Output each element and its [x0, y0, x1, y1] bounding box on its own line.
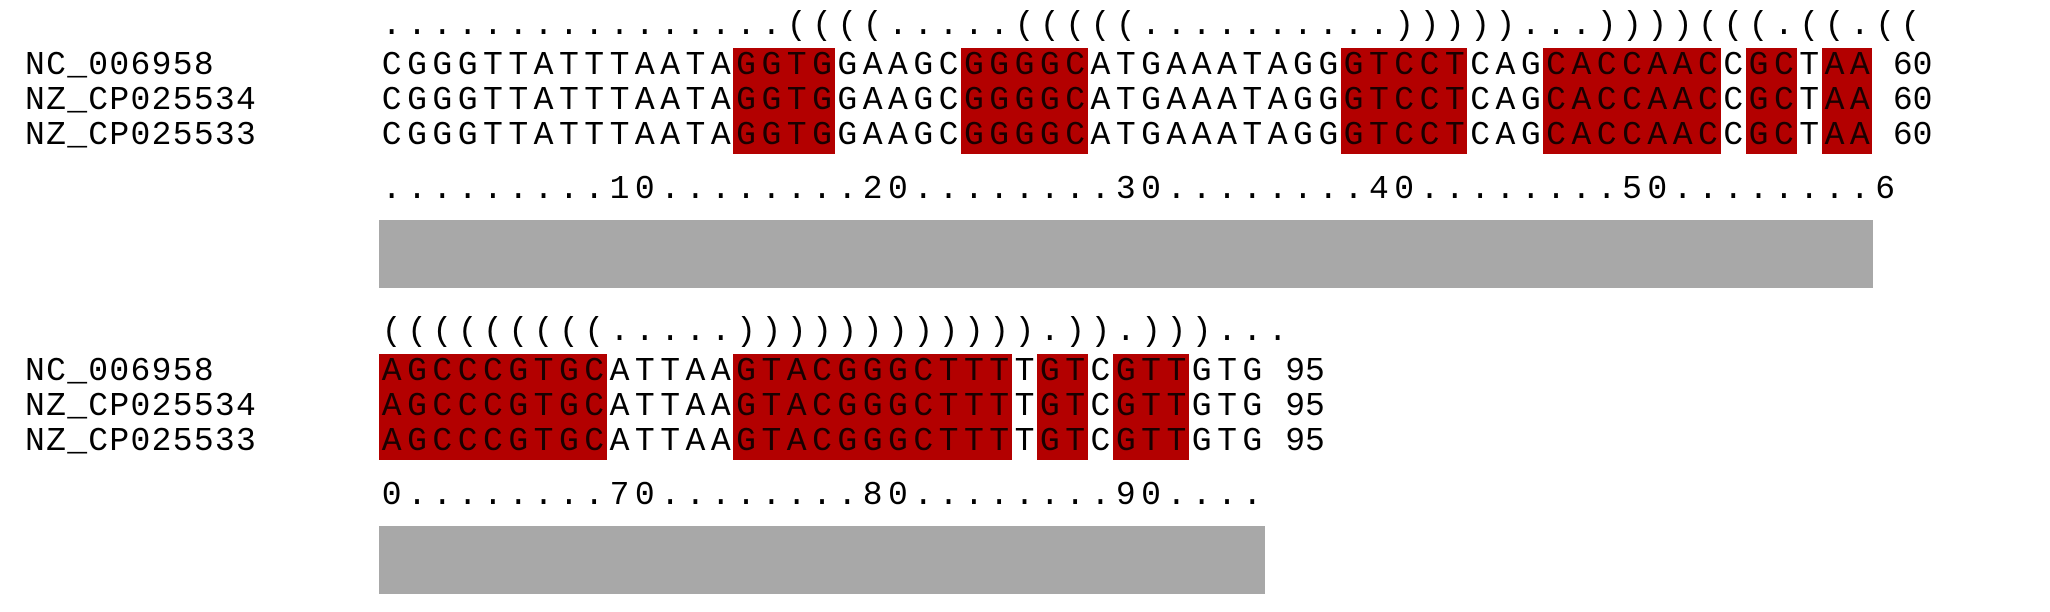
- sequence-name: NZ_CP025534: [25, 82, 258, 119]
- sequence-name: NZ_CP025533: [25, 117, 258, 154]
- secondary-structure-line: ................((((.....(((((..........…: [381, 7, 1921, 44]
- secondary-structure-line: (((((((((.....)))))))))))).)).)))...: [381, 313, 1288, 350]
- sequence-end-position: 60: [1892, 47, 1933, 84]
- sequence-name: NZ_CP025534: [25, 388, 258, 425]
- sequence-name: NC_006958: [25, 47, 215, 84]
- sequence-end-position: 95: [1285, 388, 1325, 425]
- sequence-name: NC_006958: [25, 353, 215, 390]
- sequence-end-position: 95: [1285, 353, 1325, 390]
- conservation-bar: [379, 526, 1266, 594]
- sequence-end-position: 60: [1892, 117, 1933, 154]
- conservation-bar: [379, 220, 1873, 288]
- sequence-end-position: 95: [1285, 423, 1325, 460]
- sequence-end-position: 60: [1892, 82, 1933, 119]
- alignment-block: (((((((((.....)))))))))))).)).)))... NC_0…: [0, 314, 2050, 604]
- alignment-block: ................((((.....(((((..........…: [0, 8, 2050, 298]
- sequence-name: NZ_CP025533: [25, 423, 258, 460]
